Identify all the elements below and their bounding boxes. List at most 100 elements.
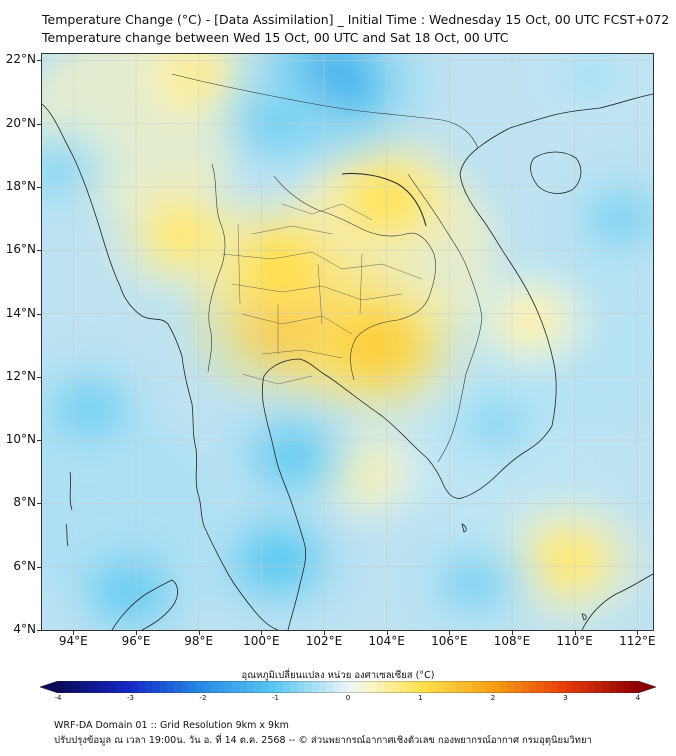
border-laos-vietnam <box>407 173 483 319</box>
lat-tick-mark <box>37 186 41 188</box>
colorbar-cell <box>630 681 639 693</box>
colorbar-cell <box>210 681 218 693</box>
lat-tick-label: 14°N <box>5 305 36 320</box>
colorbar-cell <box>456 681 465 693</box>
colorbar-cell <box>500 681 508 693</box>
colorbar-cell <box>522 681 530 693</box>
colorbar-cell <box>594 681 603 693</box>
colorbar-cell <box>377 681 385 693</box>
colorbar-cell <box>282 681 291 693</box>
colorbar-cell <box>435 681 443 693</box>
anomaly-cambodia-warm <box>341 315 413 375</box>
lat-tick-label: 16°N <box>5 242 36 257</box>
colorbar-cell <box>297 681 305 693</box>
lat-tick-mark <box>37 376 41 378</box>
lat-tick-mark <box>37 60 41 62</box>
lat-tick-mark <box>37 630 41 631</box>
colorbar-cell <box>514 681 523 693</box>
lat-tick-mark <box>37 123 41 125</box>
colorbar-cell <box>319 681 327 693</box>
colorbar-cell <box>232 681 240 693</box>
colorbar-cell <box>275 681 284 693</box>
colorbar-cell <box>449 681 458 693</box>
colorbar-cell <box>304 681 313 693</box>
anomaly-north-thailand-warm <box>244 238 310 294</box>
colorbar-cell <box>239 681 247 693</box>
lon-tick-mark <box>136 631 137 635</box>
colorbar-cell <box>145 681 153 693</box>
colorbar-cell <box>123 681 131 693</box>
colorbar-cell <box>536 681 545 693</box>
coastline-cambodia-south <box>426 425 553 499</box>
colorbar-cell <box>413 681 421 693</box>
colorbar-cell <box>130 681 139 693</box>
coastline-myanmar-west <box>42 103 183 357</box>
colorbar-cell <box>493 681 501 693</box>
lon-tick-label: 94°E <box>58 634 88 648</box>
colorbar-cell <box>326 681 334 693</box>
coastline-tenasserim <box>181 355 205 527</box>
colorbar-tick-label: 2 <box>490 694 496 702</box>
border-province-lines <box>221 203 423 385</box>
colorbar-cell <box>108 681 117 693</box>
colorbar-cell <box>580 681 588 693</box>
lon-tick-mark <box>198 631 200 635</box>
border-thai-cambodia <box>350 293 431 381</box>
lon-tick-label: 112°E <box>619 634 656 648</box>
lat-tick-label: 6°N <box>13 558 36 573</box>
lon-tick-mark <box>386 631 388 635</box>
temperature-change-map <box>41 53 654 631</box>
lat-tick-label: 10°N <box>5 432 36 447</box>
colorbar-cell <box>391 681 400 693</box>
colorbar-cell <box>65 681 73 693</box>
colorbar-cell <box>587 681 595 693</box>
colorbar-cell <box>427 681 436 693</box>
map-canvas <box>42 54 653 630</box>
colorbar-tick-label: -1 <box>272 694 279 702</box>
colorbar-cell <box>471 681 479 693</box>
chart-title-line2: Temperature change between Wed 15 Oct, 0… <box>42 30 509 45</box>
colorbar-title: อุณหภูมิเปลี่ยนแปลง หน่วย องศาเซลเซียส (… <box>241 670 435 681</box>
colorbar-cell <box>181 681 189 693</box>
colorbar-cell <box>290 681 298 693</box>
colorbar-min-arrow <box>40 681 58 693</box>
colorbar-cell <box>420 681 429 693</box>
lat-tick-label: 4°N <box>13 622 36 636</box>
lat-tick-mark <box>37 566 41 568</box>
colorbar-cell <box>507 681 516 693</box>
lat-tick-mark <box>37 313 41 315</box>
lon-tick-mark <box>261 631 263 635</box>
lon-tick-label: 108°E <box>493 634 531 648</box>
colorbar-cell <box>253 681 262 693</box>
coastline-malay-east <box>267 425 307 630</box>
border-thai-myanmar <box>207 163 226 373</box>
colorbar-cell <box>268 681 276 693</box>
lat-tick-mark <box>37 250 41 252</box>
colorbar-tick-label: 0 <box>345 694 351 702</box>
lon-tick-label: 104°E <box>368 634 405 648</box>
colorbar-tick-label: -3 <box>127 694 134 702</box>
colorbar-tick-label: 3 <box>563 694 568 702</box>
lon-tick-mark <box>449 631 451 635</box>
colorbar-cell <box>333 681 342 693</box>
coastline-hainan <box>530 151 582 194</box>
colorbar-cell <box>478 681 487 693</box>
coastline-tonkin <box>477 93 653 149</box>
colorbar-cell <box>348 681 356 693</box>
colorbar-cell <box>116 681 124 693</box>
lon-tick-label: 100°E <box>243 634 280 648</box>
lat-tick-label: 8°N <box>13 495 36 510</box>
border-thai-laos <box>273 175 436 295</box>
colorbar-cell <box>464 681 472 693</box>
coastline-malay-west <box>203 525 279 630</box>
lat-tick-mark <box>37 440 41 442</box>
colorbar-cell <box>203 681 211 693</box>
lon-tick-mark <box>637 631 639 635</box>
colorbar-cell <box>217 681 226 693</box>
colorbar-cell <box>543 681 552 693</box>
colorbar-cell <box>369 681 378 693</box>
colorbar-cell <box>565 681 574 693</box>
colorbar-cell <box>529 681 537 693</box>
coastline-sumatra <box>111 579 178 630</box>
chart-title-line1: Temperature Change (°C) - [Data Assimila… <box>42 12 670 27</box>
